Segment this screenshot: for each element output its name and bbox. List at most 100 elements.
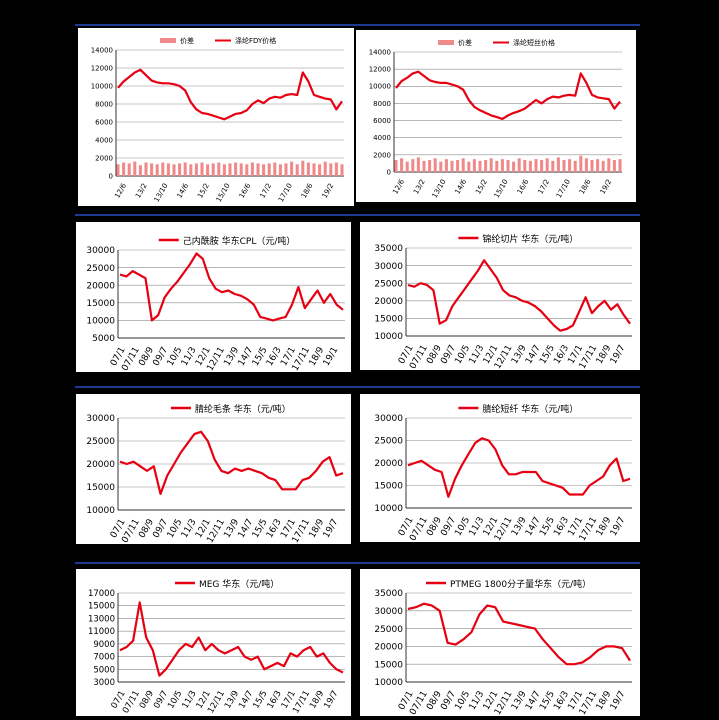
- series-line: [407, 437, 631, 498]
- y-tick-label: 25000: [374, 279, 403, 289]
- spread-bar: [562, 160, 566, 172]
- spread-bar: [155, 164, 159, 176]
- spread-bar: [568, 159, 572, 172]
- y-tick-label: 2000: [373, 151, 391, 159]
- spread-bar: [234, 162, 238, 176]
- spread-bar: [500, 159, 504, 172]
- spread-bar: [444, 159, 448, 172]
- y-tick-label: 10000: [374, 678, 403, 688]
- y-tick-label: 20000: [374, 459, 403, 469]
- spread-bar: [245, 164, 249, 176]
- legend-label: MEG 华东（元/吨）: [199, 578, 279, 590]
- x-tick-label: 19/7: [322, 689, 340, 711]
- legend-label: 涤纶短丝价格: [513, 38, 555, 47]
- y-tick-label: 15000: [374, 315, 403, 325]
- y-tick-label: 25000: [86, 264, 115, 274]
- x-tick-label: 18/6: [300, 182, 315, 200]
- y-tick-label: 30000: [86, 414, 115, 424]
- spread-bar: [590, 160, 594, 172]
- y-tick-label: 20000: [374, 643, 403, 653]
- legend-swatch-bar: [160, 38, 176, 43]
- spread-bar: [194, 163, 198, 176]
- spread-bar: [579, 155, 583, 172]
- spread-bar: [278, 164, 282, 176]
- x-tick-label: 14/6: [175, 182, 190, 200]
- y-tick-label: 15000: [86, 299, 115, 309]
- spread-bar: [301, 160, 305, 176]
- spread-bar: [178, 163, 182, 176]
- spread-bar: [189, 164, 193, 176]
- x-tick-label: 15/2: [196, 182, 211, 200]
- y-tick-label: 25000: [374, 625, 403, 635]
- x-tick-label: 17/10: [555, 178, 572, 199]
- x-tick-label: 13/10: [431, 178, 448, 199]
- legend-label: 价差: [180, 36, 194, 45]
- y-tick-label: 15000: [374, 482, 403, 492]
- y-tick-label: 25000: [86, 437, 115, 447]
- spread-bar: [618, 159, 622, 172]
- x-tick-label: 13/2: [412, 178, 427, 196]
- legend-label: 腈纶毛条 华东（元/吨）: [195, 403, 291, 415]
- y-tick-label: 35000: [374, 589, 403, 599]
- spread-bar: [183, 162, 187, 176]
- spread-bar: [450, 160, 454, 172]
- legend-label: 己内酰胺 华东CPL（元/吨）: [183, 235, 296, 247]
- chart-svg: 10000150002000025000300003500007/107/110…: [374, 578, 632, 716]
- spread-bar: [256, 163, 260, 176]
- y-tick-label: 25000: [374, 437, 403, 447]
- spread-bar: [161, 162, 165, 176]
- series-line: [395, 70, 621, 121]
- legend-label: PTMEG 1800分子量华东（元/吨）: [450, 578, 591, 590]
- x-tick-label: 12/6: [391, 178, 406, 196]
- y-tick-label: 6000: [95, 118, 113, 126]
- y-tick-label: 4000: [95, 136, 113, 144]
- spread-bar: [273, 162, 277, 176]
- chart-svg: 10000150002000025000300003500007/107/110…: [374, 233, 632, 370]
- spread-bar: [556, 157, 560, 172]
- y-tick-label: 10000: [374, 504, 403, 514]
- chart-acrylic-staple-price: 10000 15000 20000 25000 30000 07/1 07/11 08/9 09…: [360, 394, 640, 542]
- y-tick-label: 5000: [93, 665, 115, 675]
- spread-bar: [394, 160, 398, 172]
- x-tick-label: 19/2: [321, 182, 336, 200]
- y-tick-label: 10000: [91, 82, 113, 90]
- y-tick-label: 3000: [93, 678, 115, 688]
- spread-bar: [612, 160, 616, 172]
- y-tick-label: 4000: [373, 134, 391, 142]
- chart-svg: 100001500020000250003000007/107/1108/909…: [86, 403, 345, 544]
- spread-bar: [467, 161, 471, 172]
- y-tick-label: 10000: [86, 506, 115, 516]
- x-tick-label: 19/7: [609, 516, 628, 539]
- spread-bar: [478, 160, 482, 172]
- x-tick-label: 15/2: [474, 178, 489, 196]
- spread-bar: [267, 163, 271, 176]
- spread-bar: [290, 161, 294, 176]
- spread-bar: [262, 164, 266, 176]
- chart-pa6-chip-price: 10000 15000 20000 25000 30000 35000 07/1 07/11 0…: [360, 222, 640, 370]
- chart-staple-price: 0 2000 4000 6000 8000 10000 12000 14000 12/6 13/2…: [356, 30, 636, 202]
- y-tick-label: 10000: [369, 83, 391, 91]
- spread-bar: [250, 162, 254, 176]
- y-tick-label: 10000: [86, 317, 115, 327]
- spread-bar: [517, 158, 521, 172]
- spread-bar: [484, 160, 488, 172]
- x-tick-label: 14/6: [453, 178, 468, 196]
- spread-bar: [329, 163, 333, 176]
- spread-bar: [122, 162, 126, 176]
- spread-bar: [166, 163, 170, 176]
- spread-bar: [340, 164, 344, 176]
- series-line: [407, 259, 631, 332]
- y-tick-label: 20000: [86, 460, 115, 470]
- x-tick-label: 19/1: [322, 346, 341, 369]
- x-tick-label: 19/2: [599, 178, 614, 196]
- y-tick-label: 13000: [88, 614, 115, 624]
- spread-bar: [150, 163, 154, 176]
- y-tick-label: 14000: [91, 46, 113, 54]
- chart-svg: 30005000700090001100013000150001700007/1…: [88, 578, 345, 715]
- spread-bar: [405, 161, 409, 172]
- y-tick-label: 30000: [86, 246, 115, 256]
- legend-label: 涤纶FDY价格: [235, 36, 276, 45]
- spread-bar: [512, 161, 516, 172]
- y-tick-label: 30000: [374, 607, 403, 617]
- x-tick-label: 13/10: [153, 182, 170, 203]
